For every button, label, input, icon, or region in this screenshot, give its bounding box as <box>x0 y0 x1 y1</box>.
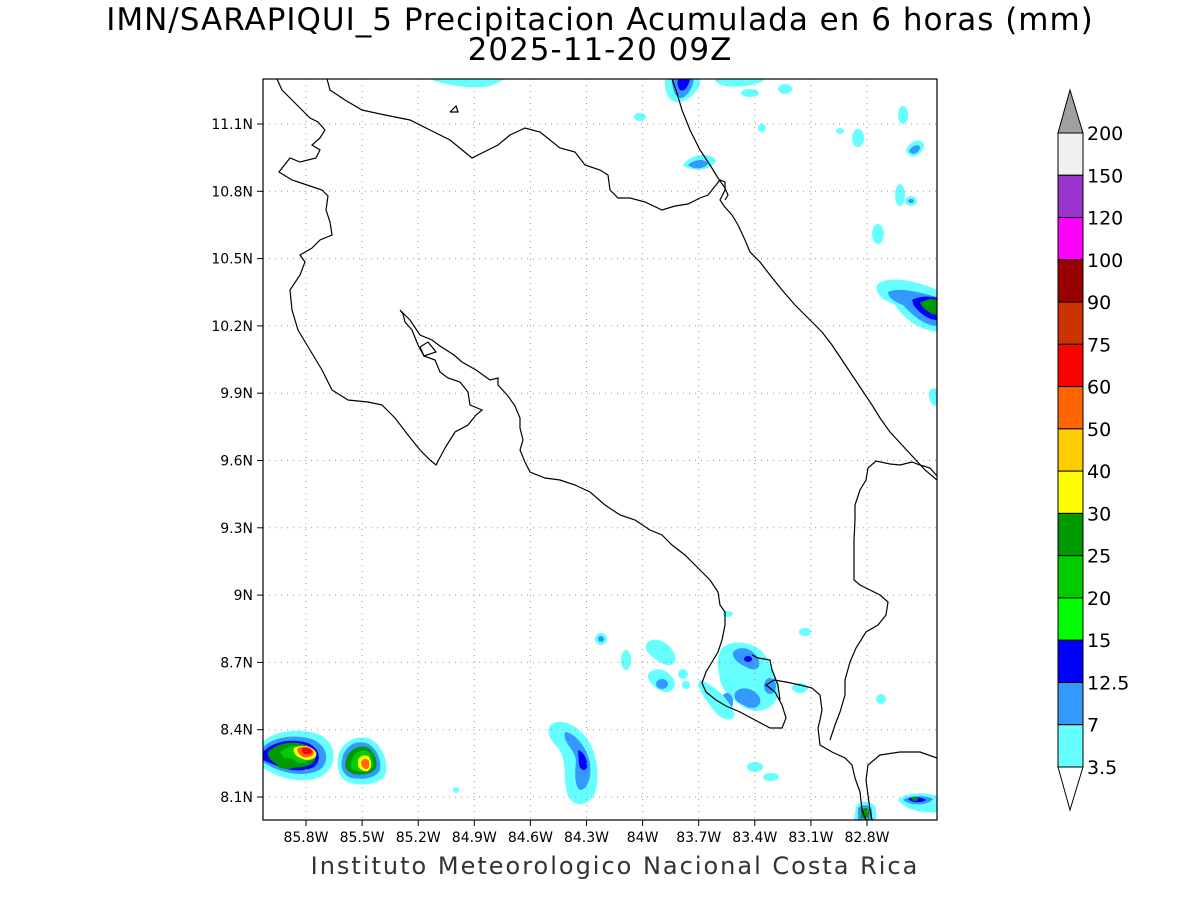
colorbar-label: 100 <box>1087 250 1123 272</box>
colorbar-swatch <box>1057 681 1084 726</box>
lon-tick-label: 84.6W <box>508 830 553 846</box>
colorbar-swatch <box>1057 132 1084 176</box>
lat-tick-label: 10.2N <box>211 319 253 335</box>
colorbar-swatch <box>1057 639 1084 683</box>
colorbar-label: 3.5 <box>1087 757 1117 779</box>
colorbar-swatch <box>1057 343 1084 388</box>
lat-tick-label: 8.7N <box>220 655 253 671</box>
colorbar-label: 150 <box>1087 165 1123 187</box>
colorbar-label: 15 <box>1087 630 1111 652</box>
lon-tick-label: 84.3W <box>564 830 609 846</box>
lat-tick-label: 9N <box>234 588 253 604</box>
colorbar-label: 60 <box>1087 377 1111 399</box>
colorbar-swatch <box>1057 512 1084 557</box>
lat-tick-label: 8.1N <box>220 790 253 806</box>
colorbar-swatch <box>1057 174 1084 219</box>
lon-tick-label: 85.5W <box>340 830 385 846</box>
colorbar-max-arrow <box>1057 88 1084 134</box>
colorbar-label: 50 <box>1087 419 1111 441</box>
colorbar-label: 12.5 <box>1087 672 1129 694</box>
lat-lon-grid <box>263 79 937 820</box>
lat-tick-label: 10.5N <box>211 252 253 268</box>
lon-tick-label: 84.9W <box>452 830 497 846</box>
lon-tick-label: 85.8W <box>283 830 328 846</box>
map-timestamp: 2025-11-20 09Z <box>467 32 733 68</box>
colorbar-label: 200 <box>1087 123 1123 145</box>
colorbar-swatch <box>1057 470 1084 514</box>
lon-tick-label: 83.7W <box>676 830 721 846</box>
footer-credit: Instituto Meteorologico Nacional Costa R… <box>310 852 920 880</box>
latitude-axis: 11.1N 10.8N 10.5N 10.2N 9.9N 9.6N 9.3N 9N 8.7N 8.… <box>211 117 263 806</box>
lon-tick-label: 85.2W <box>396 830 441 846</box>
colorbar-swatch <box>1057 555 1084 599</box>
lat-tick-label: 9.3N <box>220 521 253 537</box>
longitude-axis: 85.8W 85.5W 85.2W 84.9W 84.6W 84.3W 84W 83.7W 83… <box>283 820 890 846</box>
lon-tick-label: 84W <box>627 830 659 846</box>
colorbar-label: 120 <box>1087 208 1123 230</box>
colorbar-label: 7 <box>1087 715 1099 737</box>
coastlines <box>276 79 937 820</box>
colorbar: 200 150 120 100 90 75 60 50 40 30 25 20 15 12.5 7 3.5 <box>1057 88 1129 812</box>
colorbar-swatch <box>1057 597 1084 641</box>
map-frame <box>262 78 938 821</box>
colorbar-swatch <box>1057 259 1084 303</box>
colorbar-label: 40 <box>1087 461 1111 483</box>
colorbar-swatch <box>1057 301 1084 345</box>
colorbar-label: 20 <box>1087 588 1111 610</box>
colorbar-swatch <box>1057 386 1084 430</box>
colorbar-swatch <box>1057 428 1084 472</box>
colorbar-min-arrow <box>1057 766 1084 812</box>
lon-tick-label: 82.8W <box>844 830 889 846</box>
lat-tick-label: 10.8N <box>211 184 253 200</box>
colorbar-swatch <box>1057 217 1084 261</box>
lat-tick-label: 9.9N <box>220 386 253 402</box>
precipitation-areas <box>263 79 937 820</box>
lon-tick-label: 83.1W <box>788 830 833 846</box>
lat-tick-label: 8.4N <box>220 723 253 739</box>
lat-tick-label: 9.6N <box>220 454 253 470</box>
lat-tick-label: 11.1N <box>211 117 253 133</box>
colorbar-label: 90 <box>1087 292 1111 314</box>
lon-tick-label: 83.4W <box>732 830 777 846</box>
map-title: IMN/SARAPIQUI_5 Precipitacion Acumulada … <box>106 2 1094 38</box>
colorbar-label: 75 <box>1087 334 1111 356</box>
colorbar-label: 25 <box>1087 546 1111 568</box>
colorbar-label: 30 <box>1087 503 1111 525</box>
colorbar-swatch <box>1057 724 1084 768</box>
